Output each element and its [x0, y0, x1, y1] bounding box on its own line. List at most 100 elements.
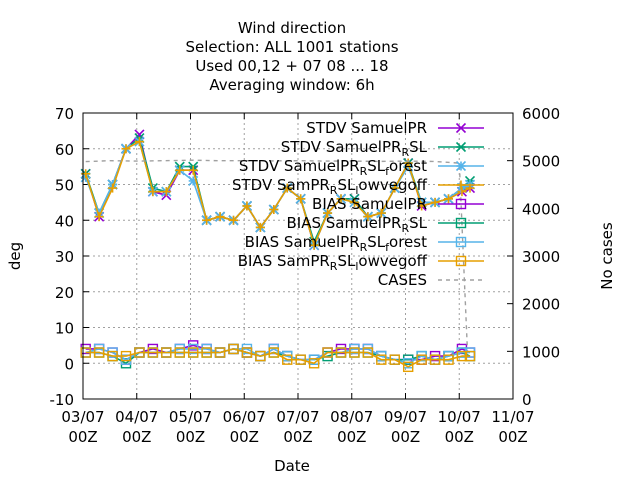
legend-item: BIAS SamuelPRRSL: [286, 214, 484, 235]
legend-label-part: f: [385, 165, 390, 178]
data-point: [187, 347, 199, 358]
data-point: [402, 361, 414, 373]
y-tick-label: -10: [50, 391, 75, 409]
title-line: Used 00,12 + 07 08 ... 18: [195, 57, 388, 75]
x-tick-label-date: 04/07: [115, 408, 158, 426]
y-tick-label: 60: [55, 141, 74, 159]
y2-tick-label: 3000: [522, 248, 560, 266]
data-point: [336, 194, 346, 204]
data-point: [134, 137, 144, 147]
data-point: [323, 208, 333, 218]
legend-label-part: R: [360, 165, 368, 178]
data-point: [464, 350, 476, 362]
series-3: [81, 137, 475, 250]
legend-label-part: SL: [367, 233, 386, 251]
legend-marker: [455, 198, 467, 210]
x-tick-label-hour: 00Z: [391, 428, 420, 446]
data-point: [255, 350, 266, 362]
series: [80, 129, 476, 373]
data-point: [456, 350, 468, 362]
data-point: [148, 187, 158, 197]
data-point: [147, 347, 159, 358]
x-tick-label-hour: 00Z: [337, 428, 366, 446]
y2-axis-label: No cases: [598, 222, 616, 290]
legend-label-part: BIAS SamuelPR: [245, 233, 360, 251]
legend-label-part: R: [330, 260, 338, 273]
plot-frame: [82, 112, 514, 400]
data-point: [229, 215, 238, 225]
data-point: [457, 187, 467, 197]
series-8: [85, 159, 468, 348]
x-tick-label-date: 05/07: [169, 408, 212, 426]
x-tick-label-date: 10/07: [438, 408, 481, 426]
legend-label-part: CASES: [378, 271, 427, 289]
data-point: [296, 194, 306, 204]
data-point: [202, 215, 212, 225]
legend-marker: [455, 255, 467, 267]
x-tick-label-date: 09/07: [384, 408, 427, 426]
legend-marker: [455, 122, 467, 134]
legend-label: STDV SamuelPRRSL: [281, 138, 428, 159]
legend-item: BIAS SamPRRSLlowvegoff: [238, 252, 484, 273]
legend-label-part: l: [355, 260, 358, 273]
y2-tick-label: 6000: [522, 105, 560, 123]
data-point: [269, 205, 279, 215]
legend-label-part: SL: [337, 252, 356, 270]
series-7: [80, 343, 476, 373]
data-point: [335, 347, 347, 358]
legend-item: STDV SamPRRSLlowvegoff: [232, 176, 484, 197]
legend-label: STDV SamuelPRRSLforest: [239, 157, 427, 178]
legend-item: STDV SamuelPR: [306, 119, 484, 137]
x-tick-label-hour: 00Z: [445, 428, 474, 446]
x-tick-label-hour: 00Z: [68, 428, 97, 446]
legend-label-part: STDV SamuelPR: [239, 157, 360, 175]
data-point: [390, 183, 400, 193]
data-point: [107, 350, 118, 362]
data-point: [120, 350, 132, 362]
legend-item: STDV SamuelPRRSLforest: [239, 157, 484, 178]
legend-marker: [455, 217, 467, 229]
legend-marker: [455, 141, 467, 153]
legend-label-part: BIAS SamuelPR: [312, 195, 427, 213]
data-point: [295, 354, 306, 365]
legend-marker: [455, 160, 467, 172]
x-tick-label-hour: 00Z: [122, 428, 151, 446]
y-tick-label: 40: [55, 212, 74, 230]
data-point: [94, 212, 104, 222]
y2-tick-label: 5000: [522, 153, 560, 171]
legend-label-part: R: [401, 146, 409, 159]
legend-label-part: STDV SamuelPR: [281, 138, 402, 156]
y-axis-label: deg: [6, 242, 24, 270]
x-tick-label-hour: 00Z: [176, 428, 205, 446]
legend-label-part: BIAS SamPR: [238, 252, 330, 270]
legend-label-part: orest: [389, 233, 427, 251]
legend-marker: [456, 180, 466, 190]
data-point: [80, 347, 91, 358]
legend-label-part: STDV SamPR: [232, 176, 330, 194]
series-line: [84, 140, 471, 247]
data-point: [443, 354, 454, 365]
data-point: [430, 197, 440, 207]
data-point: [241, 347, 253, 358]
data-point: [215, 212, 225, 222]
y-tick-label: 70: [55, 105, 74, 123]
legend-label-part: owvegoff: [358, 252, 427, 270]
x-tick-label-date: 08/07: [330, 408, 373, 426]
legend-label-part: R: [330, 184, 338, 197]
legend-label-part: SL: [337, 176, 356, 194]
marker-stroke: [455, 122, 467, 134]
y-tick-label: 0: [64, 355, 74, 373]
data-point: [349, 347, 360, 358]
y2-tick-label: 2000: [522, 296, 560, 314]
title-line: Selection: ALL 1001 stations: [185, 38, 398, 56]
legend-label-part: BIAS SamuelPR: [286, 214, 401, 232]
x-tick-label-date: 11/07: [491, 408, 534, 426]
series-line: [85, 348, 470, 368]
x-tick-label-date: 07/07: [276, 408, 319, 426]
legend-label-part: SL: [409, 138, 428, 156]
data-point: [255, 222, 265, 232]
data-point: [134, 347, 145, 358]
legend-label: BIAS SamuelPRRSLforest: [245, 233, 427, 254]
y-tick-label: 10: [55, 320, 74, 338]
